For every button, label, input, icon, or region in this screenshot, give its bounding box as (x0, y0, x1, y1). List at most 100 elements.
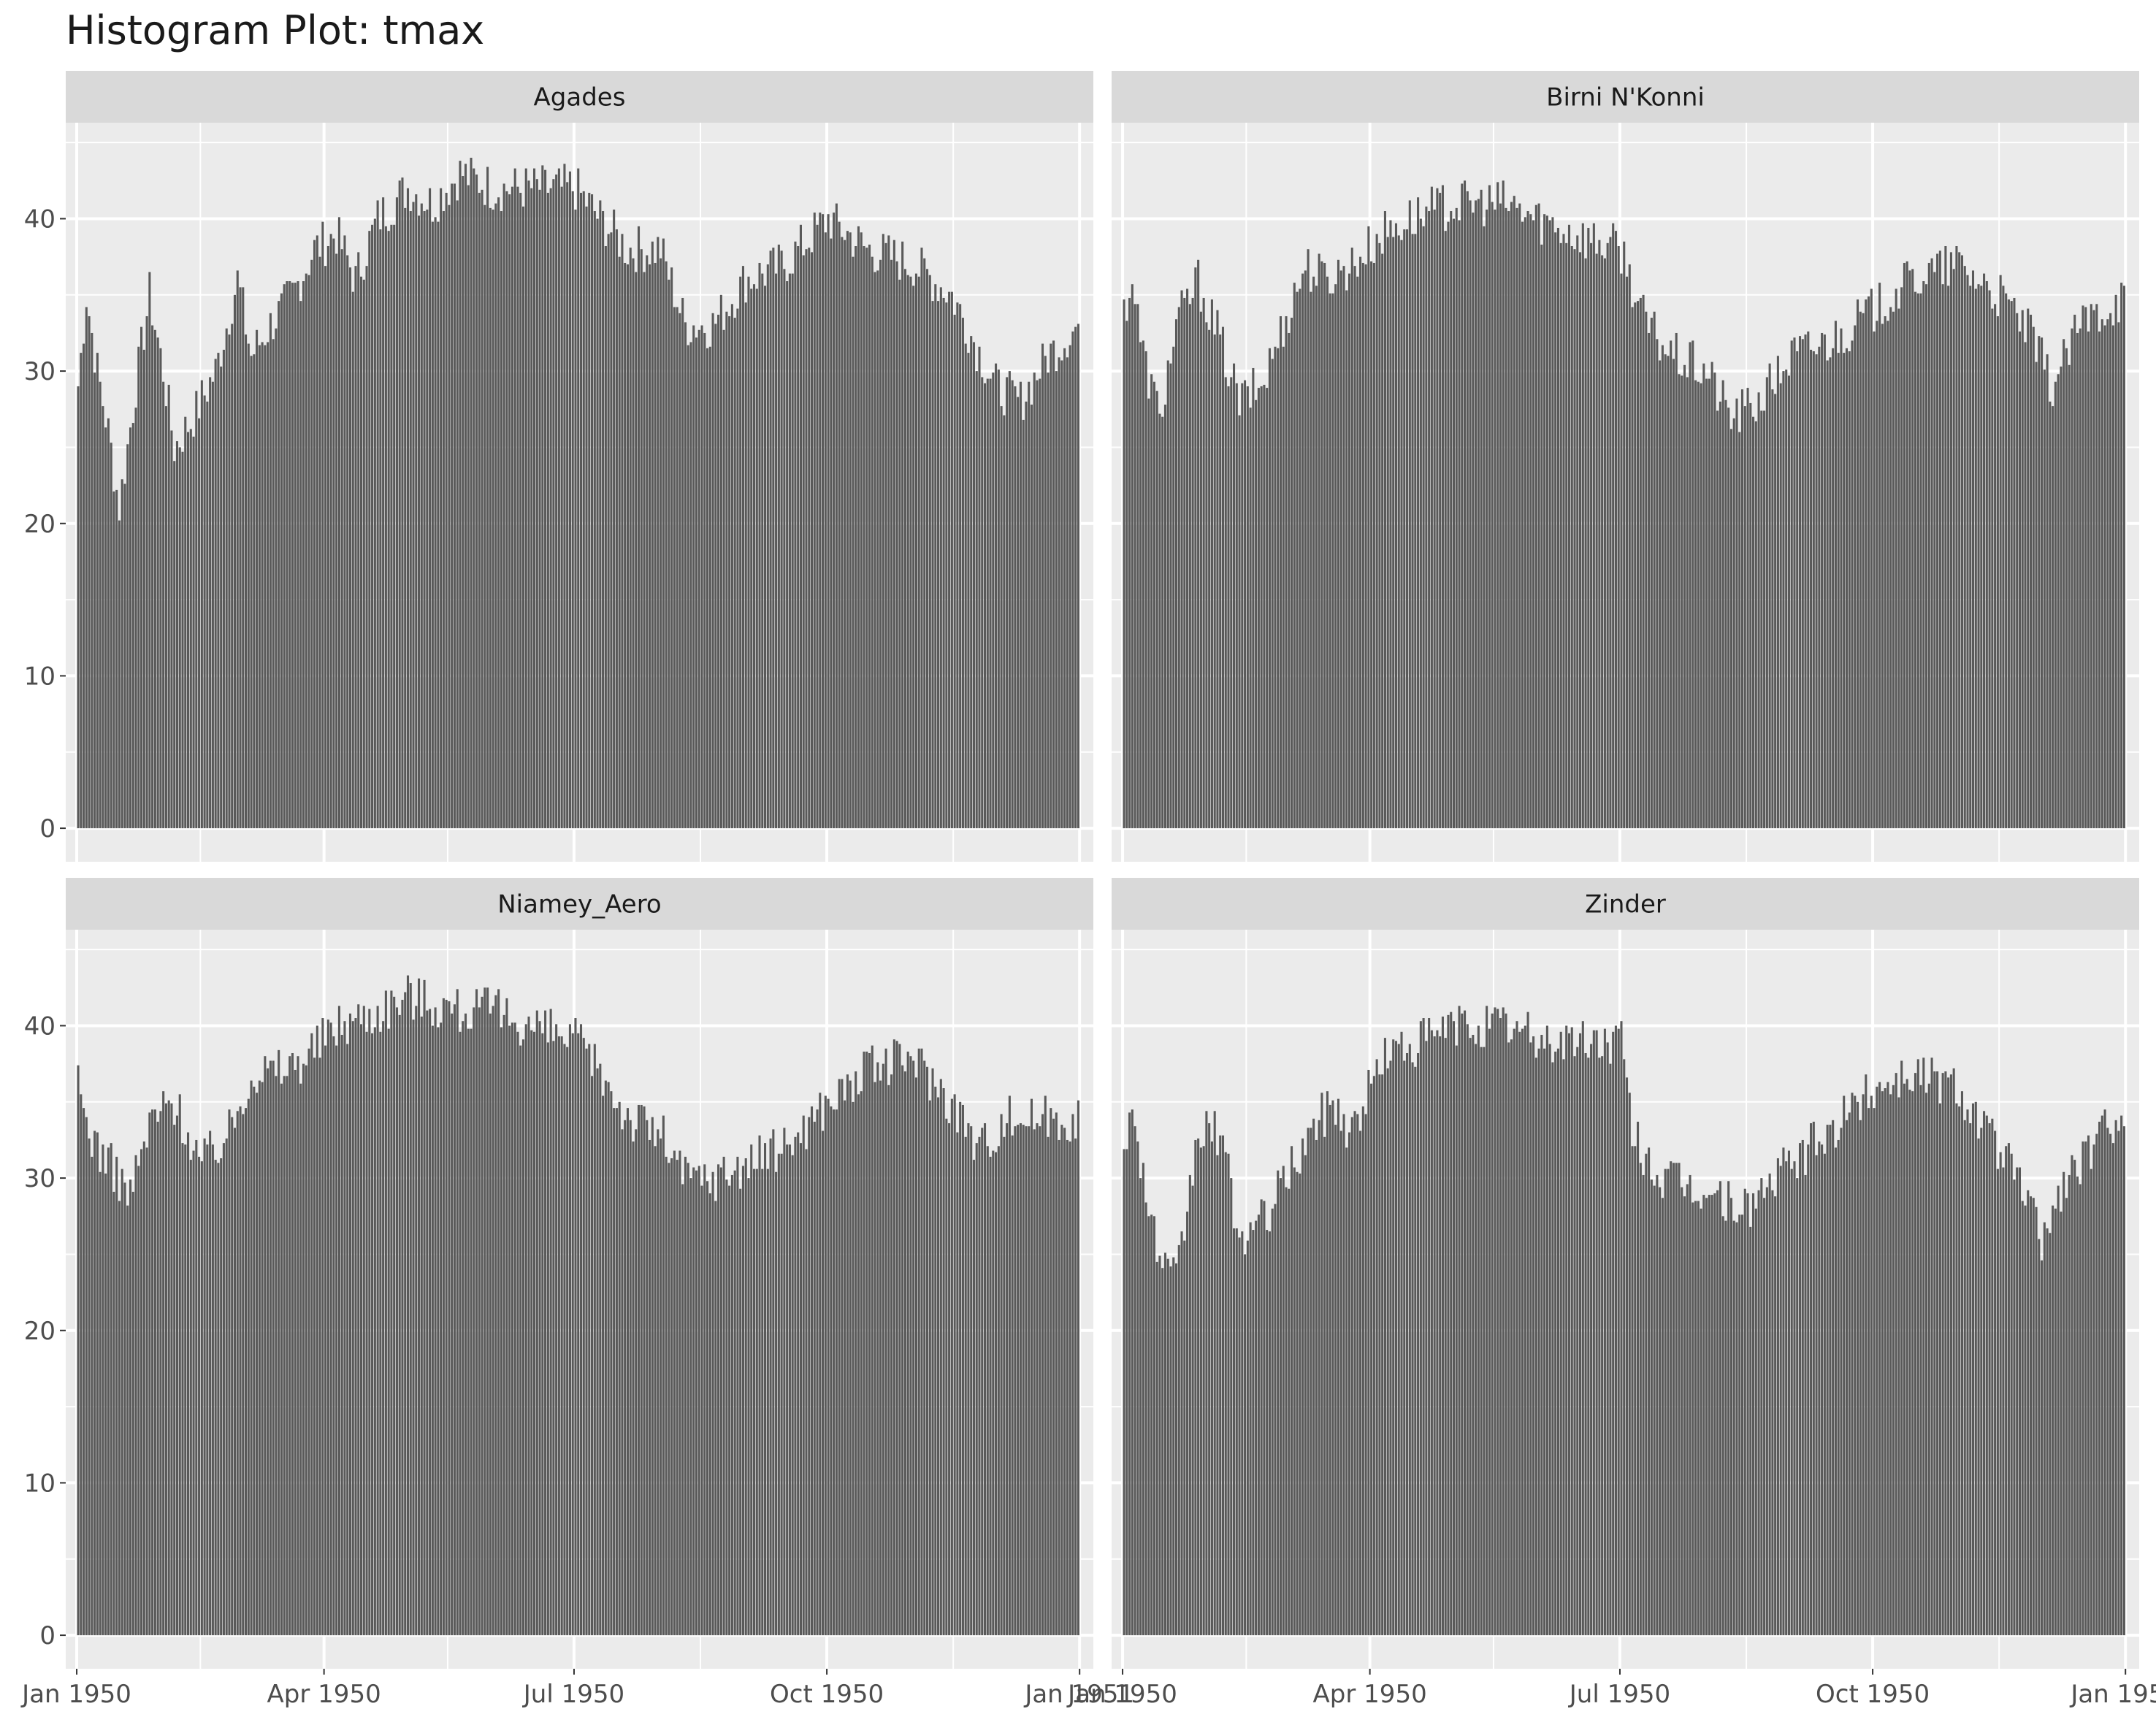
bar (473, 168, 475, 829)
bar (1763, 410, 1766, 829)
bar (649, 1139, 651, 1636)
bar (1540, 1034, 1543, 1636)
bar (148, 272, 151, 829)
bar (937, 301, 940, 829)
bar (1601, 255, 1604, 829)
bar (1650, 318, 1653, 829)
bar (321, 221, 324, 829)
bar (332, 1036, 335, 1636)
bar (2038, 1239, 2041, 1636)
bar (684, 1156, 687, 1636)
bar (192, 1150, 195, 1636)
bar (599, 200, 602, 829)
bar (925, 269, 929, 829)
bar (415, 1006, 418, 1636)
bar (1659, 360, 1662, 829)
bar (1271, 1208, 1274, 1636)
bar (1938, 250, 1941, 829)
bar (500, 211, 502, 829)
bar (822, 1131, 825, 1636)
bar (1996, 316, 1999, 829)
bar (1370, 261, 1373, 829)
bar (1491, 1013, 1494, 1636)
bar (1829, 357, 1832, 829)
bar (186, 1132, 190, 1636)
bar (401, 177, 404, 829)
bar (516, 1031, 519, 1636)
bar (1694, 1201, 1697, 1636)
bar (887, 235, 890, 829)
bar (368, 231, 371, 829)
bar (635, 272, 638, 829)
bar (950, 1098, 953, 1636)
bar (1743, 406, 1746, 829)
bar (673, 307, 676, 829)
bar (607, 234, 610, 829)
bar (429, 1009, 432, 1636)
bar (972, 342, 976, 829)
bar (615, 229, 618, 829)
bar (1378, 1074, 1381, 1636)
bar (2029, 314, 2033, 829)
bar (140, 1149, 143, 1636)
bar (1285, 1187, 1288, 1636)
bar (799, 1143, 802, 1636)
bar (173, 461, 176, 829)
bar (1873, 331, 1876, 829)
bar (920, 248, 923, 829)
bar (1845, 348, 1848, 829)
bar (1342, 266, 1345, 829)
bar (863, 1051, 865, 1636)
bar (2114, 294, 2117, 829)
bar (752, 1169, 756, 1636)
bar (244, 334, 248, 829)
bar (538, 1021, 541, 1636)
bar (1077, 1100, 1079, 1636)
bar (747, 276, 750, 829)
bar (121, 479, 123, 829)
bar (1131, 1109, 1134, 1636)
bar (1475, 200, 1478, 829)
bar (467, 1028, 470, 1636)
bar (524, 1024, 527, 1636)
bar (151, 325, 154, 829)
bar (819, 213, 822, 829)
bar (1732, 1220, 1735, 1636)
bar (77, 386, 80, 829)
bar (1350, 1117, 1353, 1636)
bar (1760, 410, 1763, 829)
bar (1216, 310, 1219, 829)
bar (1131, 284, 1134, 829)
bar (2111, 1143, 2114, 1636)
y-tick-label: 40 (24, 1011, 56, 1041)
bar (1152, 381, 1155, 829)
bar (1205, 322, 1208, 829)
bar (1006, 377, 1009, 829)
bar (1694, 380, 1697, 829)
bar (1991, 1118, 1994, 1636)
bar (871, 256, 874, 829)
bar (1532, 220, 1535, 829)
bar (420, 1016, 423, 1636)
bar (1166, 360, 1169, 829)
bar (838, 221, 841, 829)
bar (1505, 207, 1507, 829)
bar (758, 1135, 761, 1636)
bar (1548, 220, 1551, 829)
bar (494, 203, 497, 829)
bar (794, 1136, 797, 1636)
bar (415, 194, 418, 829)
bar (1235, 1228, 1238, 1636)
bar (294, 1069, 297, 1636)
bar (1036, 380, 1039, 829)
bar (2079, 328, 2082, 829)
bar (830, 1106, 833, 1636)
bar (769, 250, 772, 829)
bar (1188, 1174, 1191, 1636)
bar (173, 1125, 176, 1636)
bar (1345, 290, 1348, 829)
bar (145, 316, 148, 829)
bar (533, 1031, 536, 1636)
bar (945, 302, 948, 829)
bar (882, 234, 884, 829)
